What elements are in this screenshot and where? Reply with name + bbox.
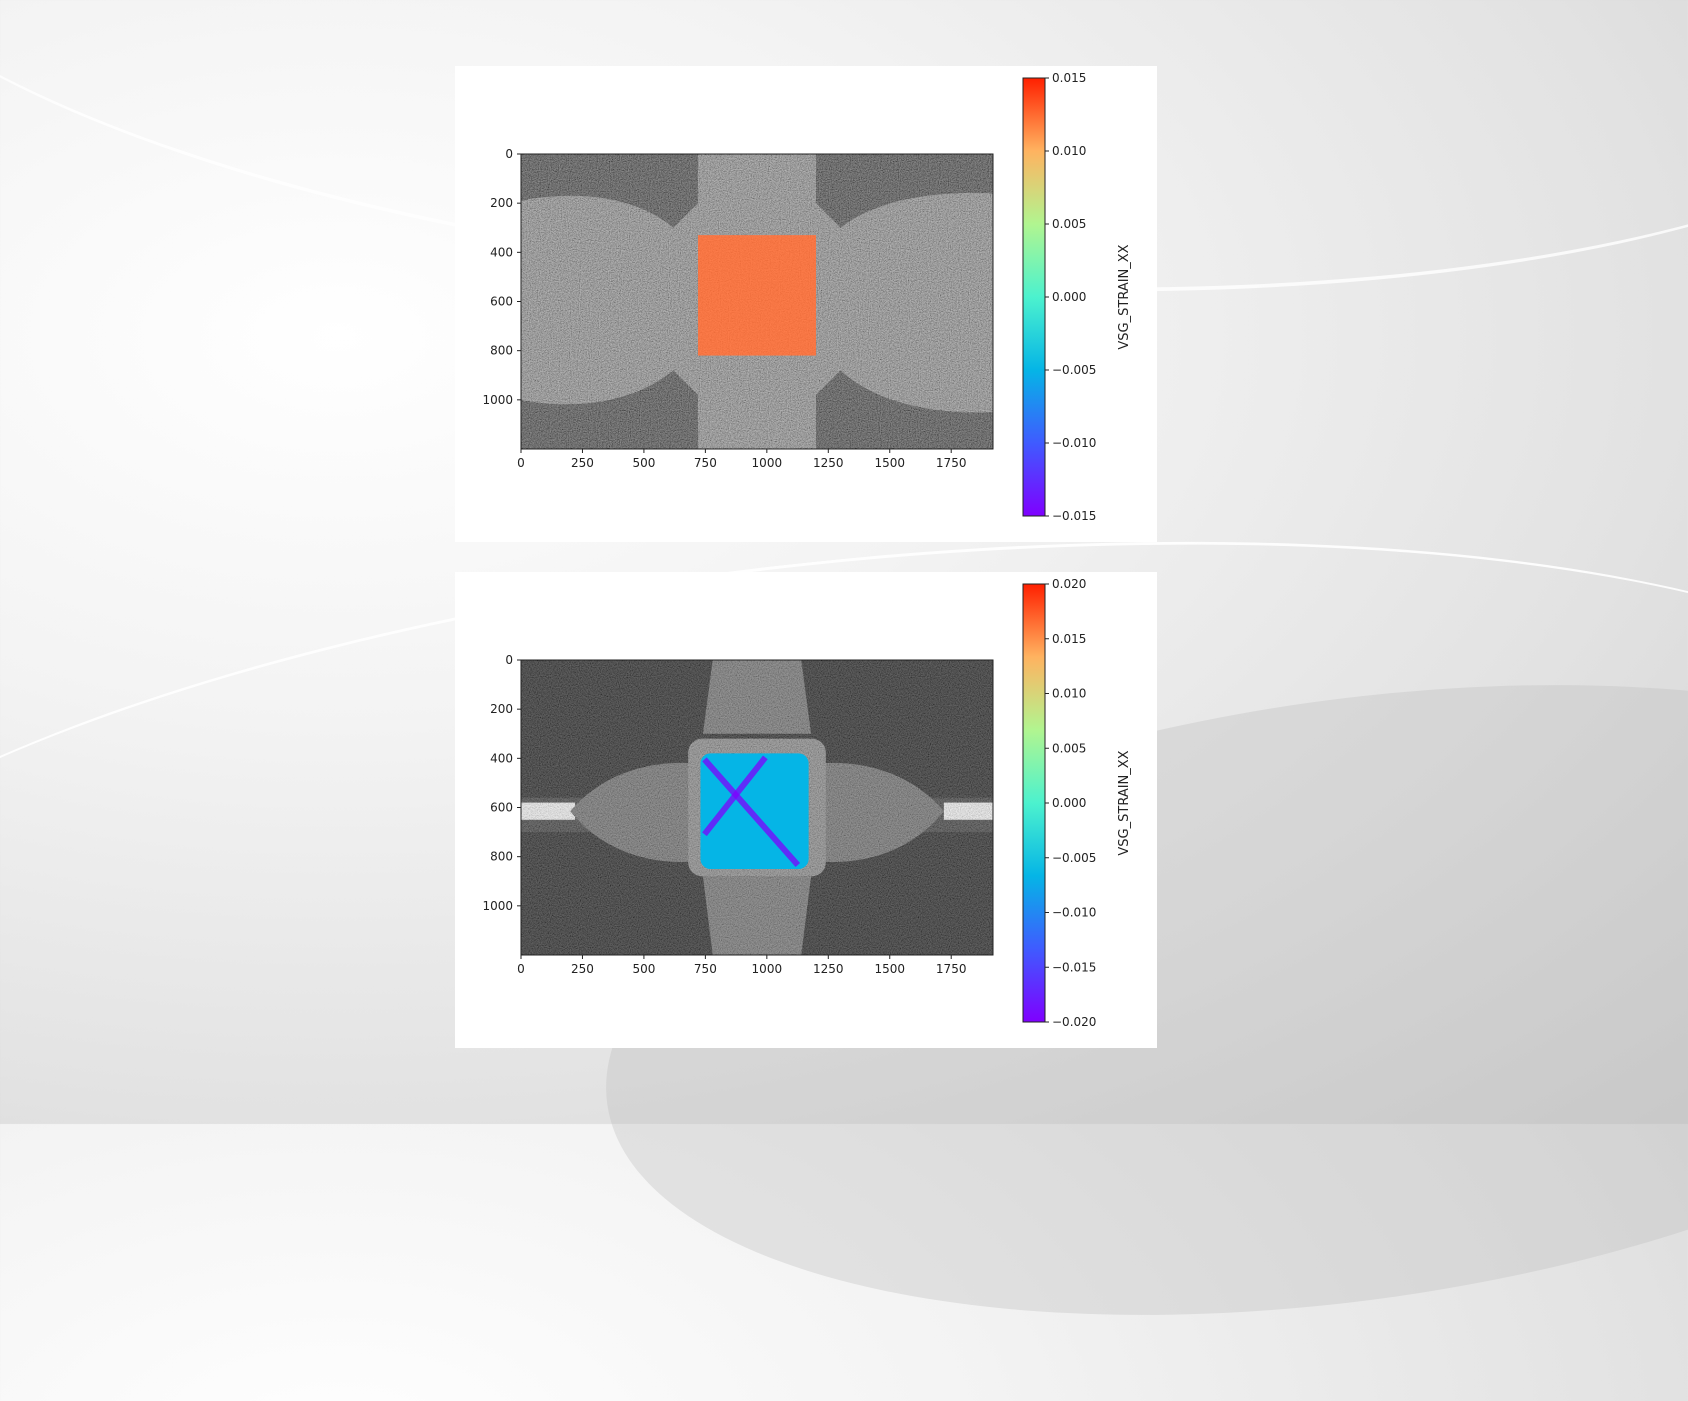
colorbar-tick-label: −0.020	[1052, 1015, 1096, 1029]
strain-map-chart-bottom: 0 250 500 750 1000 1250 1500 1750 0 200 400 600 800 1…	[482, 577, 1132, 1029]
colorbar-tick-label: 0.010	[1052, 144, 1086, 158]
y-tick-label: 800	[490, 850, 513, 864]
y-tick-label: 0	[505, 147, 513, 161]
y-tick-label: 200	[490, 702, 513, 716]
colorbar-tick-label: −0.010	[1052, 906, 1096, 920]
shear-band	[702, 757, 801, 867]
strain-overlay-texture	[698, 235, 816, 356]
x-tick-label: 1750	[936, 456, 967, 470]
x-tick-label: 750	[694, 962, 717, 976]
colorbar-label: VSG_STRAIN_XX	[1117, 750, 1132, 855]
x-tick-label: 500	[632, 456, 655, 470]
y-tick-label: 600	[490, 295, 513, 309]
y-tick-label: 1000	[482, 393, 513, 407]
colorbar-tick-label: −0.005	[1052, 363, 1096, 377]
colorbar-tick-label: 0.010	[1052, 687, 1086, 701]
strain-map-chart-top: 0 250 500 750 1000 1250 1500 1750 0 200 400 600 800 1…	[482, 71, 1132, 523]
colorbar-tick-label: −0.010	[1052, 436, 1096, 450]
colorbar-tick-label: 0.020	[1052, 577, 1086, 591]
x-tick-label: 500	[632, 962, 655, 976]
colorbar	[1022, 77, 1046, 517]
strain-map-panel-top: 0 250 500 750 1000 1250 1500 1750 0 200 400 600 800 1…	[455, 66, 1157, 542]
colorbar-tick-label: −0.005	[1052, 851, 1096, 865]
x-tick-label: 1750	[936, 962, 967, 976]
colorbar	[1022, 583, 1046, 1023]
y-tick-label: 400	[490, 245, 513, 259]
colorbar-label: VSG_STRAIN_XX	[1117, 244, 1132, 349]
x-tick-label: 750	[694, 456, 717, 470]
y-tick-label: 200	[490, 196, 513, 210]
x-tick-label: 0	[517, 962, 525, 976]
x-tick-label: 1000	[752, 962, 783, 976]
colorbar-tick-label: 0.000	[1052, 796, 1086, 810]
colorbar-tick-label: 0.015	[1052, 632, 1086, 646]
colorbar-tick-label: −0.015	[1052, 960, 1096, 974]
x-tick-label: 250	[571, 456, 594, 470]
colorbar-tick-label: 0.005	[1052, 741, 1086, 755]
x-tick-label: 1250	[813, 962, 844, 976]
x-tick-label: 1000	[752, 456, 783, 470]
strain-map-panel-bottom: 0 250 500 750 1000 1250 1500 1750 0 200 400 600 800 1…	[455, 572, 1157, 1048]
y-tick-label: 0	[505, 653, 513, 667]
y-tick-label: 600	[490, 801, 513, 815]
y-tick-label: 400	[490, 751, 513, 765]
colorbar-tick-label: 0.015	[1052, 71, 1086, 85]
x-tick-label: 0	[517, 456, 525, 470]
x-tick-label: 1500	[874, 456, 905, 470]
colorbar-tick-label: 0.005	[1052, 217, 1086, 231]
x-tick-label: 1500	[874, 962, 905, 976]
y-tick-label: 1000	[482, 899, 513, 913]
colorbar-tick-label: −0.015	[1052, 509, 1096, 523]
x-tick-label: 1250	[813, 456, 844, 470]
colorbar-tick-label: 0.000	[1052, 290, 1086, 304]
y-tick-label: 800	[490, 344, 513, 358]
x-tick-label: 250	[571, 962, 594, 976]
shear-band	[702, 755, 768, 837]
